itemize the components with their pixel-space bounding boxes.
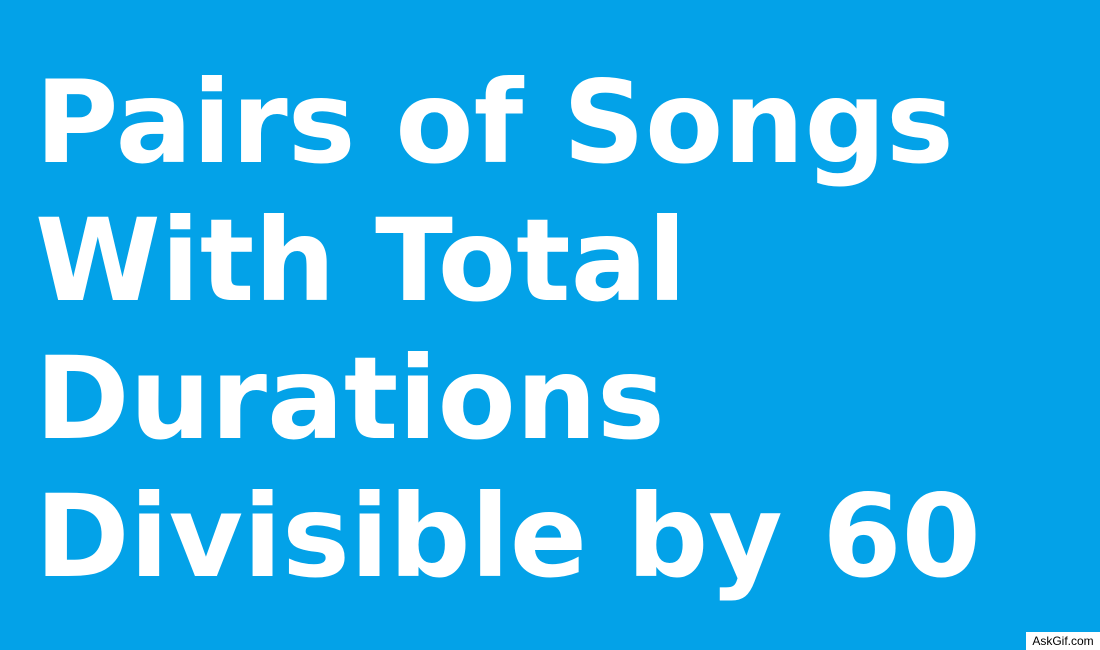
- title-line-2: With Total: [35, 194, 687, 327]
- title-line-4: Divisible by 60: [35, 470, 981, 603]
- watermark-label: AskGif.com: [1026, 632, 1100, 650]
- title-text: Pairs of Songs With Total Durations Divi…: [35, 54, 981, 606]
- title-line-3: Durations: [35, 332, 665, 465]
- title-line-1: Pairs of Songs: [35, 56, 954, 189]
